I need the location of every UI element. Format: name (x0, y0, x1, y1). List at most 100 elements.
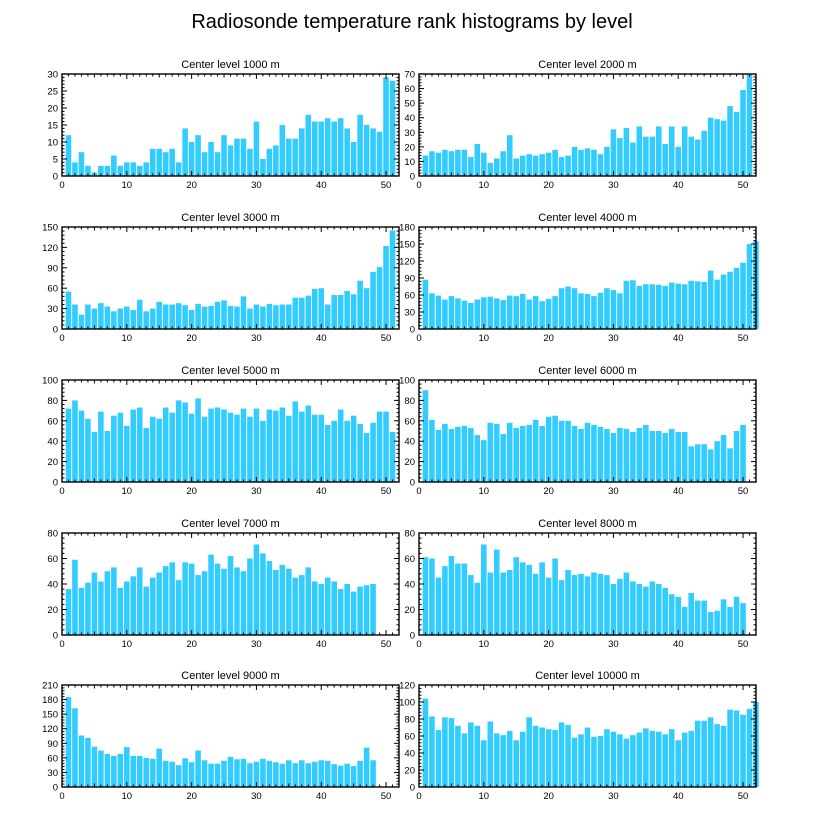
bar (227, 412, 234, 482)
x-tick-label: 40 (316, 639, 327, 650)
x-tick-label: 10 (479, 639, 490, 650)
bar (169, 304, 175, 329)
bar (442, 423, 448, 482)
bar (98, 411, 104, 482)
bar (324, 118, 331, 176)
x-tick-label: 10 (479, 333, 490, 344)
y-tick-label: 180 (42, 695, 58, 706)
bar (370, 271, 376, 329)
bar (65, 291, 72, 329)
bar (487, 721, 494, 787)
bar (461, 300, 468, 329)
bar (234, 138, 240, 176)
bar (162, 152, 169, 176)
y-tick-label: 0 (53, 478, 58, 489)
bar (578, 428, 584, 482)
bar (604, 729, 610, 787)
bar (286, 760, 292, 787)
bar (214, 407, 221, 482)
bar (662, 734, 669, 787)
bar (195, 575, 201, 635)
y-tick-label: 120 (399, 681, 415, 692)
y-tick-label: 20 (47, 457, 58, 468)
bar (630, 280, 636, 329)
bar (636, 732, 643, 787)
bar (149, 758, 156, 787)
bar (389, 432, 396, 482)
bar (623, 428, 630, 482)
bar (694, 281, 701, 329)
bar (442, 717, 448, 787)
bar (370, 128, 376, 176)
bar (539, 301, 545, 329)
y-tick-label: 70 (404, 70, 415, 81)
x-tick-label: 0 (416, 639, 421, 650)
bar (130, 755, 137, 787)
bar (474, 143, 481, 176)
bar (337, 118, 344, 176)
bar (111, 415, 117, 482)
x-tick-label: 30 (251, 791, 262, 802)
bar (279, 125, 286, 176)
bar (234, 759, 240, 787)
bar (91, 308, 98, 329)
bar (429, 293, 435, 329)
bar (617, 427, 623, 482)
bar (558, 288, 565, 329)
bar (506, 422, 513, 482)
bar (65, 697, 72, 787)
panel-6: Center level 6000 m 0 10 20 30 40 50 0 20 40 60 80 1… (399, 365, 757, 497)
bar (162, 407, 169, 482)
bar (273, 410, 279, 482)
bar (286, 568, 292, 635)
bar (720, 435, 727, 482)
bar (156, 418, 162, 482)
y-tick-label: 120 (42, 724, 58, 735)
bar (681, 732, 688, 787)
y-tick-label: 60 (404, 84, 415, 95)
bar (487, 422, 494, 482)
bar (279, 564, 286, 636)
bar (448, 296, 455, 329)
y-tick-label: 10 (404, 157, 415, 168)
y-tick-label: 30 (404, 308, 415, 319)
bar (500, 572, 507, 635)
bar (305, 295, 312, 329)
y-tick-label: 20 (47, 104, 58, 115)
bar (675, 740, 682, 787)
bar (363, 433, 370, 482)
bar (506, 730, 513, 787)
bar (149, 308, 156, 329)
bar (643, 424, 649, 482)
bar (85, 165, 91, 176)
bar (578, 149, 584, 176)
bar (266, 760, 273, 787)
bar (435, 295, 442, 329)
y-tick-label: 0 (53, 783, 58, 794)
bar (208, 305, 214, 329)
bar (344, 584, 350, 635)
bar (643, 728, 649, 787)
bar (182, 562, 188, 635)
bar (357, 760, 363, 787)
bar (331, 420, 337, 482)
panel-8: Center level 8000 m 0 10 20 30 40 50 0 20 40 60 80 (404, 518, 757, 650)
bar (506, 569, 513, 635)
bar (124, 581, 130, 635)
bar (487, 572, 494, 635)
x-tick-label: 10 (122, 180, 133, 191)
bar (532, 573, 539, 635)
y-tick-label: 90 (404, 274, 415, 285)
bar (500, 735, 507, 787)
bar (305, 763, 312, 787)
bar (694, 600, 701, 635)
bar (221, 568, 227, 635)
x-tick-label: 40 (316, 180, 327, 191)
x-tick-label: 30 (251, 180, 262, 191)
bar (156, 748, 162, 787)
bar (221, 300, 227, 329)
x-tick-label: 50 (381, 486, 392, 497)
bar (279, 407, 286, 482)
bar (240, 296, 247, 329)
bar (474, 435, 481, 482)
